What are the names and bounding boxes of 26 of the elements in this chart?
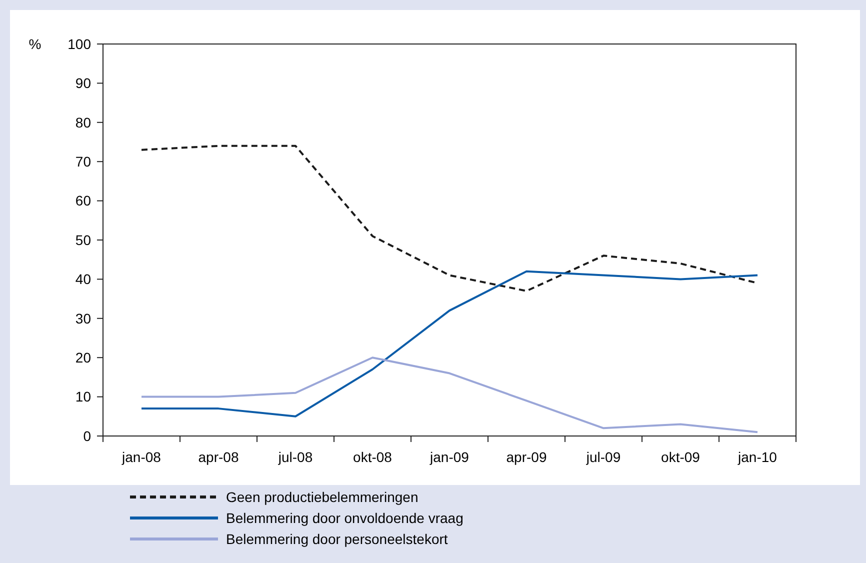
y-tick-label: 90 xyxy=(75,75,92,92)
legend-label: Belemmering door personeelstekort xyxy=(226,530,448,547)
x-tick-label: jul-09 xyxy=(585,449,621,465)
y-tick-label: 60 xyxy=(75,192,92,209)
line-series xyxy=(140,270,758,418)
y-axis-title: % xyxy=(28,36,42,52)
x-tick-label: apr-09 xyxy=(506,449,547,465)
y-tick-label: 20 xyxy=(75,350,92,366)
x-tick-label: jan-09 xyxy=(429,449,470,465)
y-tick-label: 30 xyxy=(75,310,92,326)
x-tick-label: okt-08 xyxy=(353,449,392,465)
x-tick-label: okt-09 xyxy=(661,449,700,465)
y-tick-label: 10 xyxy=(75,388,92,405)
y-tick-label: 0 xyxy=(83,428,92,444)
line-series xyxy=(140,356,758,434)
legend-label: Belemmering door onvoldoende vraag xyxy=(226,510,464,526)
y-tick-label: 80 xyxy=(75,114,92,130)
x-tick-label: jan-10 xyxy=(737,449,778,465)
x-tick-label: jul-08 xyxy=(277,449,313,465)
x-tick-label: jan-08 xyxy=(121,449,162,465)
y-tick-label: 50 xyxy=(75,232,92,248)
x-tick-label: apr-08 xyxy=(198,449,239,465)
y-tick-label: 100 xyxy=(68,36,92,52)
y-tick-label: 40 xyxy=(75,271,92,288)
legend-label: Geen productiebelemmeringen xyxy=(226,488,418,505)
y-tick-label: 70 xyxy=(75,154,92,170)
